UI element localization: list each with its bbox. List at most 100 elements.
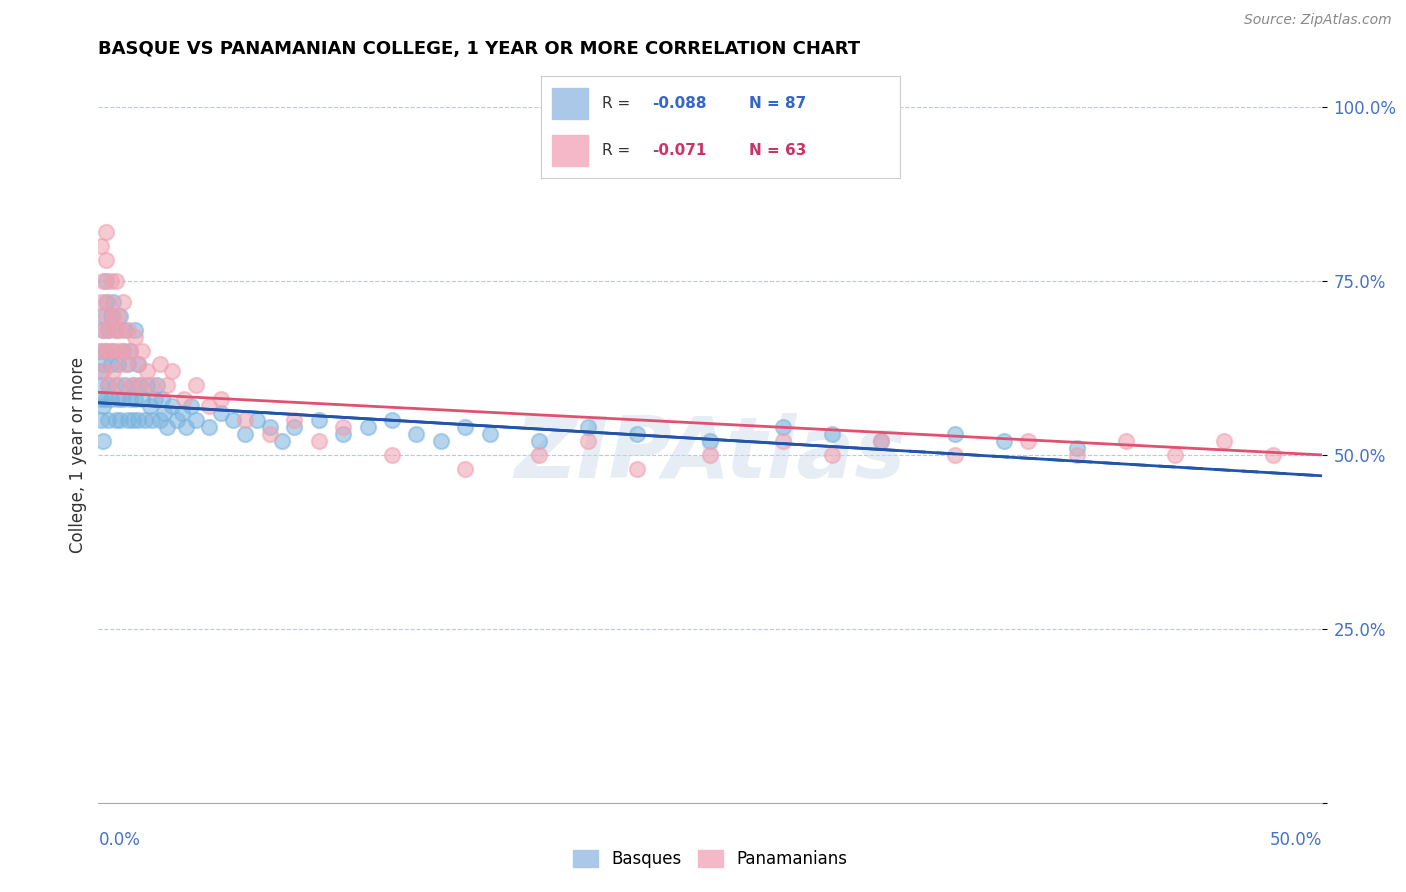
Point [110, 413, 132, 427]
Point [430, 434, 453, 448]
Point [259, 427, 281, 442]
Point [100, 274, 122, 288]
Text: ZIPAtlas: ZIPAtlas [515, 413, 905, 497]
Point [101, 294, 124, 309]
Point [104, 274, 127, 288]
Point [233, 413, 256, 427]
Point [246, 413, 269, 427]
Point [91, 434, 114, 448]
Point [156, 420, 179, 434]
Point [97, 413, 120, 427]
Point [117, 413, 139, 427]
Point [107, 343, 129, 358]
Point [626, 462, 648, 476]
Point [197, 399, 219, 413]
Point [127, 413, 149, 427]
Point [114, 378, 136, 392]
Point [120, 343, 142, 358]
Point [870, 434, 893, 448]
Point [1164, 448, 1187, 462]
Point [91, 399, 114, 413]
Point [121, 413, 143, 427]
Point [136, 378, 159, 392]
Point [139, 399, 162, 413]
Point [149, 413, 172, 427]
Point [454, 462, 477, 476]
Point [699, 448, 721, 462]
Point [1066, 441, 1088, 455]
Point [111, 343, 134, 358]
Point [94, 274, 117, 288]
Point [259, 420, 281, 434]
Point [107, 392, 129, 407]
Point [150, 392, 173, 407]
Point [127, 358, 149, 372]
Point [104, 323, 127, 337]
Point [180, 399, 202, 413]
Point [146, 378, 169, 392]
Point [332, 427, 354, 442]
Point [772, 434, 794, 448]
Point [90, 392, 112, 407]
Point [94, 225, 117, 239]
Point [114, 358, 136, 372]
Point [110, 309, 132, 323]
Point [454, 420, 477, 434]
Point [94, 309, 117, 323]
Point [170, 406, 193, 420]
Text: 50.0%: 50.0% [1270, 830, 1322, 848]
Point [943, 427, 966, 442]
Point [186, 378, 208, 392]
Point [101, 364, 124, 378]
Point [91, 274, 114, 288]
Point [97, 323, 120, 337]
Point [97, 378, 120, 392]
Point [356, 420, 378, 434]
Point [209, 392, 232, 407]
Point [821, 448, 844, 462]
Point [94, 294, 117, 309]
Point [91, 309, 114, 323]
Point [381, 448, 404, 462]
Legend: Basques, Panamanians: Basques, Panamanians [567, 843, 853, 874]
Point [143, 392, 166, 407]
Point [626, 427, 648, 442]
Point [90, 294, 112, 309]
Point [332, 420, 354, 434]
Point [111, 294, 134, 309]
Point [131, 343, 153, 358]
Point [197, 420, 219, 434]
Point [90, 378, 112, 392]
Point [121, 378, 143, 392]
Point [94, 343, 117, 358]
Point [222, 413, 245, 427]
Y-axis label: College, 1 year or more: College, 1 year or more [69, 357, 87, 553]
Point [104, 413, 127, 427]
Point [166, 413, 188, 427]
Point [772, 420, 794, 434]
Point [821, 427, 844, 442]
Text: -0.071: -0.071 [652, 144, 707, 158]
Point [405, 427, 427, 442]
Point [173, 392, 195, 407]
Point [270, 434, 294, 448]
Point [1212, 434, 1234, 448]
Point [91, 358, 114, 372]
Point [94, 392, 117, 407]
FancyBboxPatch shape [553, 136, 588, 166]
Text: BASQUE VS PANAMANIAN COLLEGE, 1 YEAR OR MORE CORRELATION CHART: BASQUE VS PANAMANIAN COLLEGE, 1 YEAR OR … [98, 40, 860, 58]
Point [91, 323, 114, 337]
Point [94, 253, 117, 268]
Point [141, 378, 163, 392]
Text: Source: ZipAtlas.com: Source: ZipAtlas.com [1244, 13, 1392, 28]
Point [186, 413, 208, 427]
Point [308, 434, 330, 448]
Point [127, 358, 149, 372]
Point [209, 406, 232, 420]
Point [110, 323, 132, 337]
Point [176, 420, 198, 434]
Point [129, 378, 152, 392]
Point [111, 343, 134, 358]
Text: -0.088: -0.088 [652, 96, 707, 111]
Point [111, 392, 134, 407]
